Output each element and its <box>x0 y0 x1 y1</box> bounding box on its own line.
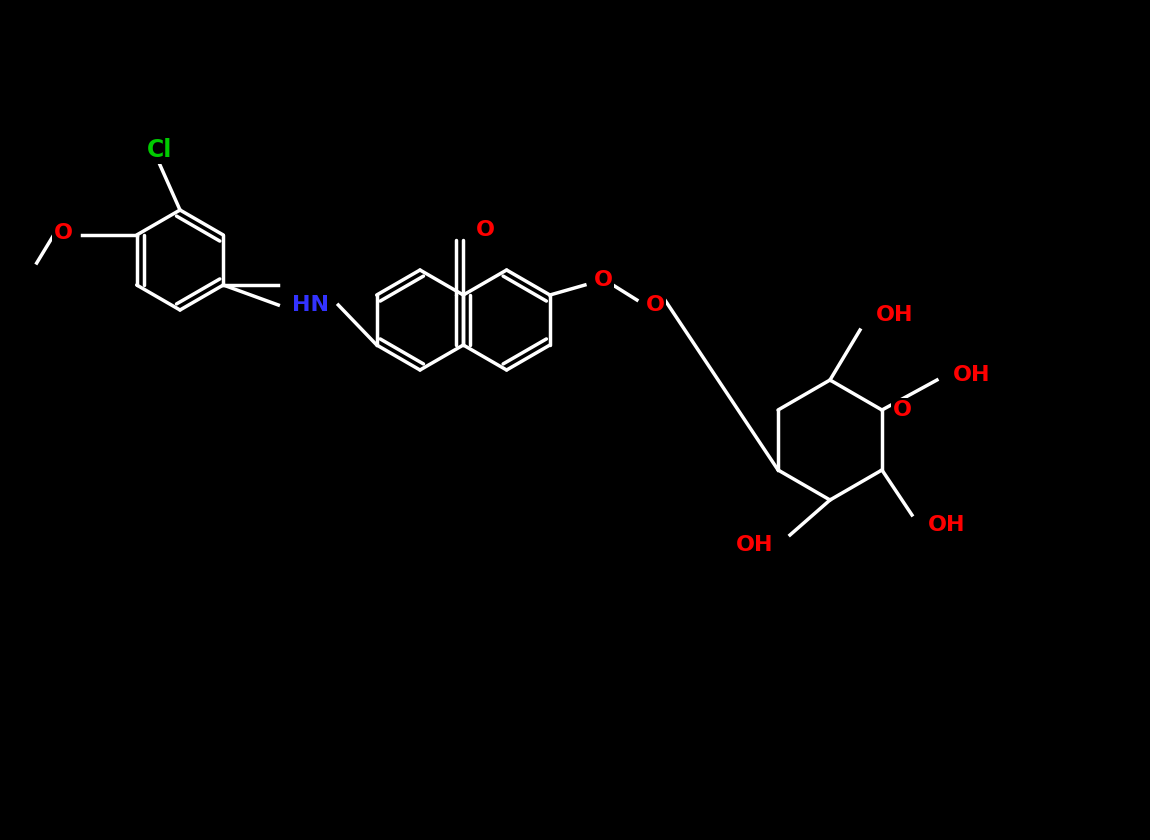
Text: O: O <box>54 223 74 243</box>
Text: OH: OH <box>953 365 990 385</box>
Text: O: O <box>593 270 613 290</box>
Text: Cl: Cl <box>147 138 172 162</box>
Text: OH: OH <box>928 515 966 535</box>
Text: OH: OH <box>736 535 774 555</box>
Text: O: O <box>476 220 494 240</box>
Text: O: O <box>645 295 665 315</box>
Text: O: O <box>892 400 912 420</box>
Text: OH: OH <box>876 305 914 325</box>
Text: HN: HN <box>292 295 329 315</box>
